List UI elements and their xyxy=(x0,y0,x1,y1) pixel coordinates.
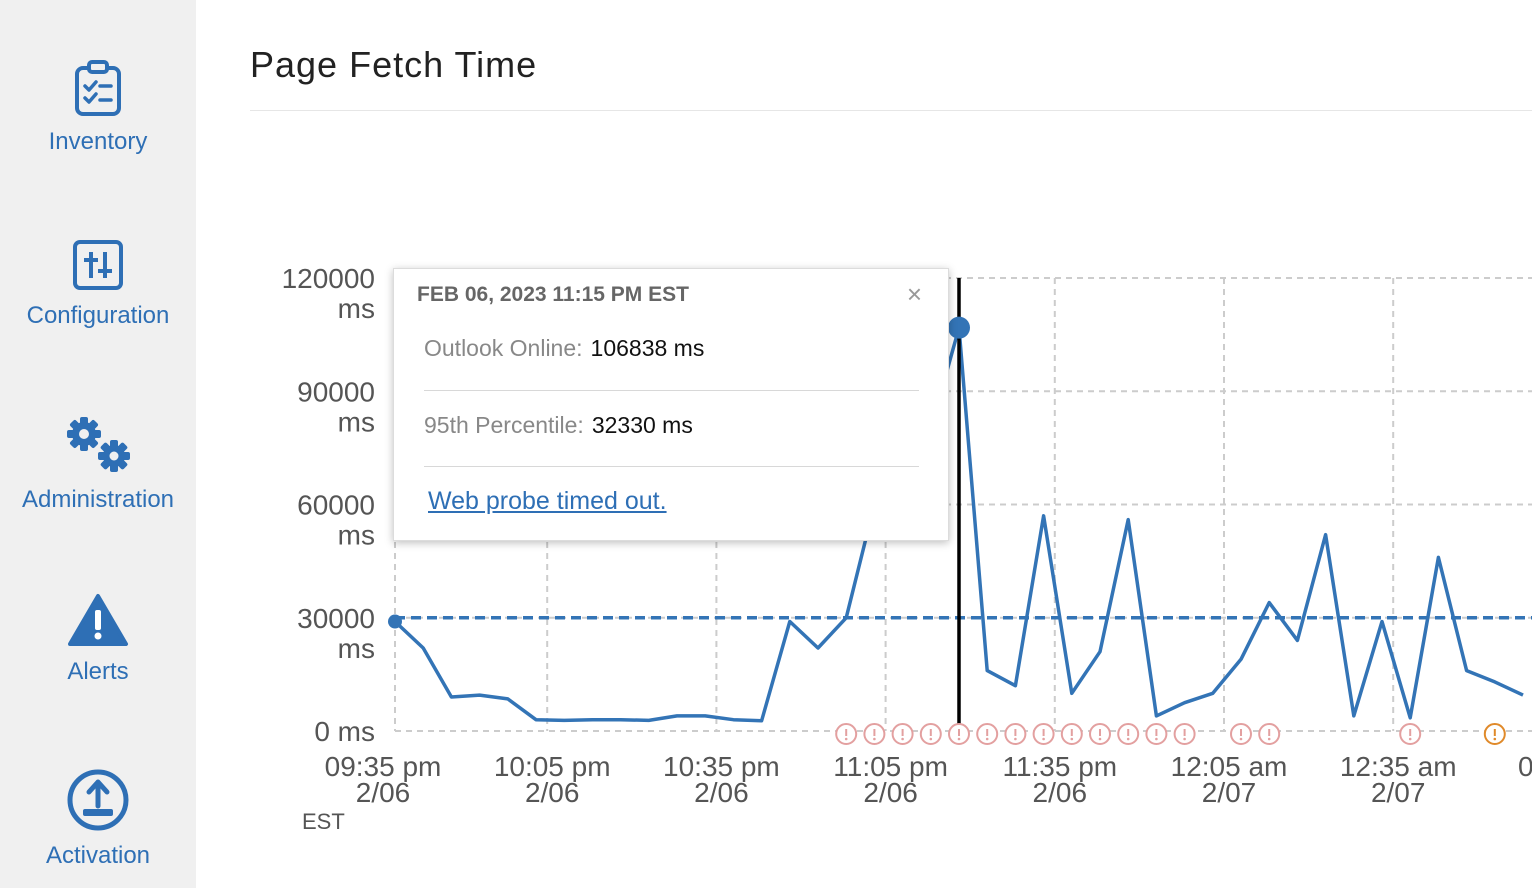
marker-dot xyxy=(985,737,989,741)
x-tick-label: 12:35 am 2/07 xyxy=(1340,751,1457,808)
x-tick-label: 11:35 pm 2/06 xyxy=(1002,751,1117,808)
clipboard-checklist-icon xyxy=(0,58,196,118)
error-marker-icon xyxy=(919,723,942,745)
gears-icon xyxy=(0,414,196,476)
title-divider xyxy=(250,110,1532,111)
sidebar-item-inventory[interactable]: Inventory xyxy=(0,58,196,156)
x-tick-label: 10:05 pm 2/06 xyxy=(494,751,611,808)
tooltip-value: 106838 ms xyxy=(590,335,705,361)
sidebar-item-label: Administration xyxy=(21,486,175,513)
error-marker-icon xyxy=(948,723,970,745)
error-marker-icon xyxy=(1399,723,1422,745)
error-marker-icon xyxy=(835,723,858,745)
tooltip-divider xyxy=(424,390,919,391)
tooltip-label: 95th Percentile: xyxy=(424,412,584,438)
error-marker-icon xyxy=(1145,723,1168,745)
sidebar-item-alerts[interactable]: Alerts xyxy=(0,592,196,686)
y-tick-label: 30000 ms xyxy=(297,603,375,664)
data-tooltip: FEB 06, 2023 11:15 PM EST × Outlook Onli… xyxy=(393,268,949,541)
tooltip-date: FEB 06, 2023 11:15 PM EST xyxy=(417,283,689,306)
error-marker-icon xyxy=(1089,723,1111,745)
marker-dot xyxy=(1493,737,1497,741)
sidebar-item-label: Activation xyxy=(45,842,151,869)
error-marker-icon xyxy=(1004,723,1027,745)
marker-dot xyxy=(901,737,904,741)
x-tick-label: 09:35 pm 2/06 xyxy=(325,751,442,808)
marker-dot xyxy=(957,737,961,741)
tooltip-row-95th-percentile: 95th Percentile: 32330 ms xyxy=(424,412,693,439)
warning-triangle-icon xyxy=(0,592,196,648)
error-marker-icon xyxy=(891,723,914,745)
marker-dot xyxy=(1098,737,1102,741)
marker-dot xyxy=(1126,737,1130,741)
timezone-label: EST xyxy=(302,809,345,834)
error-marker-icon xyxy=(976,723,999,745)
marker-dot xyxy=(844,737,848,741)
sidebar-item-activation[interactable]: Activation xyxy=(0,768,196,870)
marker-dot xyxy=(1155,737,1158,741)
marker-dot xyxy=(1070,737,1074,741)
error-marker-icon xyxy=(1060,723,1083,745)
x-tick-label: 11:05 pm 2/06 xyxy=(833,751,948,808)
y-tick-label: 0 ms xyxy=(314,716,375,747)
highlight-point xyxy=(948,316,970,339)
probe-timeout-link[interactable]: Web probe timed out. xyxy=(428,487,667,515)
marker-dot xyxy=(873,737,876,741)
tooltip-row-outlook-online: Outlook Online: 106838 ms xyxy=(424,335,704,362)
sidebar-item-label: Configuration xyxy=(26,302,170,329)
error-marker-icon xyxy=(1258,723,1281,745)
sidebar-item-configuration[interactable]: Configuration xyxy=(0,238,196,330)
sidebar-item-administration[interactable]: Administration xyxy=(0,414,196,514)
tooltip-divider xyxy=(424,466,919,467)
marker-dot xyxy=(929,737,933,741)
error-marker-icon xyxy=(1230,723,1252,745)
sidebar: Inventory Configuration xyxy=(0,0,196,888)
x-tick-label: 12:05 am 2/07 xyxy=(1171,751,1288,808)
marker-dot xyxy=(1239,737,1243,741)
error-marker-icon xyxy=(1117,723,1140,745)
x-tick-label: 10:35 pm 2/06 xyxy=(663,751,780,808)
marker-dot xyxy=(1267,737,1271,741)
upload-circle-icon xyxy=(0,768,196,832)
marker-dot xyxy=(1042,737,1045,741)
y-tick-label: 90000 ms xyxy=(297,376,375,437)
marker-dot xyxy=(1408,737,1412,741)
sidebar-item-label: Alerts xyxy=(67,658,129,685)
close-icon[interactable]: × xyxy=(906,279,922,309)
warning-marker-icon xyxy=(1483,723,1506,745)
marker-dot xyxy=(1183,737,1186,741)
page-title: Page Fetch Time xyxy=(250,44,538,85)
x-tick-label: 0 xyxy=(1518,751,1532,782)
y-tick-label: 120000 ms xyxy=(282,263,375,324)
marker-dot xyxy=(1014,737,1017,741)
error-marker-icon xyxy=(1173,723,1196,745)
error-marker-icon xyxy=(863,723,886,745)
main-content: Page Fetch Time xyxy=(196,0,1532,888)
sliders-icon xyxy=(0,238,196,292)
tooltip-value: 32330 ms xyxy=(591,412,693,438)
error-marker-icon xyxy=(1032,723,1055,745)
series-start-point xyxy=(388,614,402,629)
tooltip-label: Outlook Online: xyxy=(424,335,583,361)
y-tick-label: 60000 ms xyxy=(297,490,375,551)
sidebar-item-label: Inventory xyxy=(48,128,148,155)
